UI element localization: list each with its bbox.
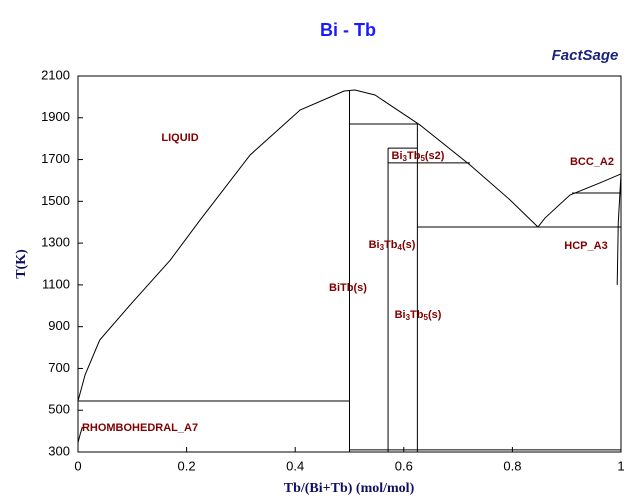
logo: FactSage [552,47,619,64]
x-tick-label: 0 [74,458,81,473]
phase-boundary [616,173,622,285]
chart-title: Bi - Tb [320,20,376,40]
x-tick-label: 0.2 [178,458,196,473]
y-tick-label: 1300 [41,235,70,250]
x-tick-label: 0.8 [503,458,521,473]
y-tick-label: 1900 [41,109,70,124]
phase-boundary [77,426,83,443]
y-axis-label: T(K) [14,249,29,279]
y-tick-label: 500 [48,402,70,417]
x-tick-label: 1 [617,458,624,473]
y-tick-label: 1700 [41,151,70,166]
x-tick-label: 0.6 [395,458,413,473]
y-tick-label: 2100 [41,67,70,82]
phase-label: BCC_A2 [570,156,614,168]
y-tick-label: 1500 [41,193,70,208]
phase-boundary [537,173,622,228]
phase-label: HCP_A3 [564,240,607,252]
y-tick-label: 900 [48,318,70,333]
phase-label: Bi3Tb5(s2) [392,150,445,163]
y-tick-label: 300 [48,443,70,458]
x-axis-label: Tb/(Bi+Tb) (mol/mol) [284,481,415,496]
phase-label: LIQUID [161,132,198,144]
phase-label: Bi3Tb5(s) [395,309,442,322]
phase-label: BiTb(s) [329,282,367,294]
phase-label: Bi3Tb4(s) [369,239,416,252]
phase-label: RHOMBOHEDRAL_A7 [82,422,198,434]
x-tick-label: 0.4 [286,458,304,473]
phase-boundary [77,89,539,402]
y-tick-label: 1100 [42,276,70,291]
y-tick-label: 700 [48,360,70,375]
